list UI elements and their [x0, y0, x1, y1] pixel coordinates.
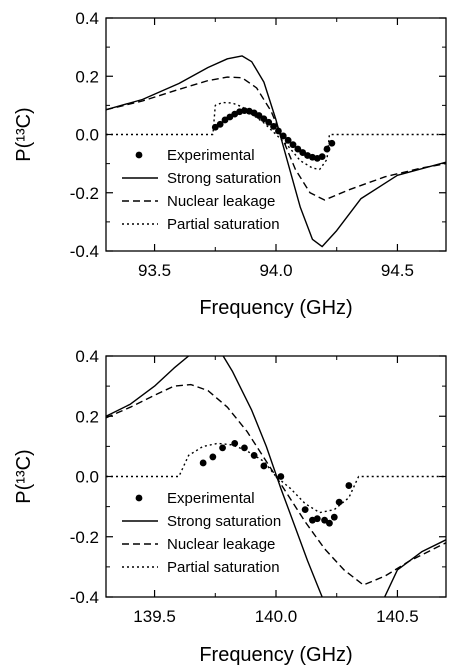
experimental-point — [335, 498, 343, 506]
strong-saturation-line — [106, 55, 446, 248]
chart-panel-2: 139.5 140.0 140.5 0.4 0.2 0.0 -0.2 -0.4 Frequenc… — [13, 347, 447, 666]
partial-saturation-line — [106, 101, 446, 171]
experimental-point — [265, 118, 273, 126]
experimental-point — [328, 139, 336, 147]
plot-area — [106, 55, 446, 248]
plot-area — [106, 356, 446, 597]
experimental-point — [199, 459, 207, 467]
x-tick-label: 93.5 — [138, 261, 171, 280]
x-axis-title: Frequency (GHz) — [199, 644, 352, 666]
legend-label: Experimental — [167, 490, 255, 507]
y-tick-label: 0.4 — [75, 9, 99, 28]
y-axis-title: P(¹³C) — [13, 449, 35, 503]
y-tick-label: -0.4 — [70, 242, 99, 261]
experimental-point — [255, 112, 263, 119]
nuclear-leakage-line — [106, 76, 446, 201]
y-tick-label: 0.2 — [75, 407, 99, 426]
legend-label: Nuclear leakage — [167, 193, 275, 210]
nuclear-leakage-line — [106, 383, 446, 586]
x-tick-label: 140.0 — [255, 607, 298, 626]
experimental-point — [318, 153, 326, 161]
y-tick-label: -0.4 — [70, 588, 99, 607]
legend-marker-experimental — [135, 494, 143, 502]
x-tick-label: 94.0 — [259, 261, 292, 280]
x-axis-title: Frequency (GHz) — [199, 297, 352, 319]
experimental-point — [270, 122, 277, 130]
y-tick-label: -0.2 — [70, 528, 99, 547]
experimental-point — [289, 141, 297, 149]
experimental-point — [209, 453, 217, 461]
experimental-point — [313, 515, 321, 523]
y-tick-label: 0.4 — [75, 347, 99, 366]
legend-label: Partial saturation — [167, 559, 280, 576]
x-tick-label: 139.5 — [133, 607, 176, 626]
experimental-point — [294, 145, 302, 153]
experimental-point — [250, 452, 258, 459]
legend-marker-experimental — [135, 151, 143, 159]
x-tick-label: 94.5 — [381, 261, 414, 280]
strong-saturation-line — [106, 356, 446, 597]
legend-label: Strong saturation — [167, 170, 281, 187]
experimental-point — [301, 506, 309, 514]
experimental-point — [345, 482, 353, 489]
experimental-point — [231, 439, 239, 447]
y-tick-label: -0.2 — [70, 184, 99, 203]
y-tick-label: 0.2 — [75, 67, 99, 86]
legend: Experimental Strong saturation Nuclear lea… — [122, 147, 281, 233]
experimental-point — [321, 516, 328, 524]
legend-label: Partial saturation — [167, 216, 280, 233]
y-tick-label: 0.0 — [75, 126, 99, 145]
experimental-point — [323, 145, 331, 153]
y-tick-label: 0.0 — [75, 468, 99, 487]
chart-panel-1: 93.5 94.0 94.5 0.4 0.2 0.0 -0.2 -0.4 Frequency (… — [13, 9, 447, 319]
experimental-point — [219, 444, 226, 452]
experimental-point — [216, 120, 224, 128]
experimental-point — [260, 115, 268, 123]
legend-label: Experimental — [167, 147, 255, 164]
experimental-point — [284, 136, 292, 144]
legend: Experimental Strong saturation Nuclear lea… — [122, 490, 281, 576]
legend-label: Strong saturation — [167, 513, 281, 530]
legend-label: Nuclear leakage — [167, 536, 275, 553]
x-tick-label: 140.5 — [376, 607, 419, 626]
experimental-point — [326, 519, 333, 527]
experimental-point — [241, 444, 248, 452]
partial-saturation-line — [106, 442, 446, 514]
experimental-point — [330, 513, 338, 521]
y-axis-title: P(¹³C) — [13, 107, 35, 161]
experimental-point — [277, 473, 285, 480]
